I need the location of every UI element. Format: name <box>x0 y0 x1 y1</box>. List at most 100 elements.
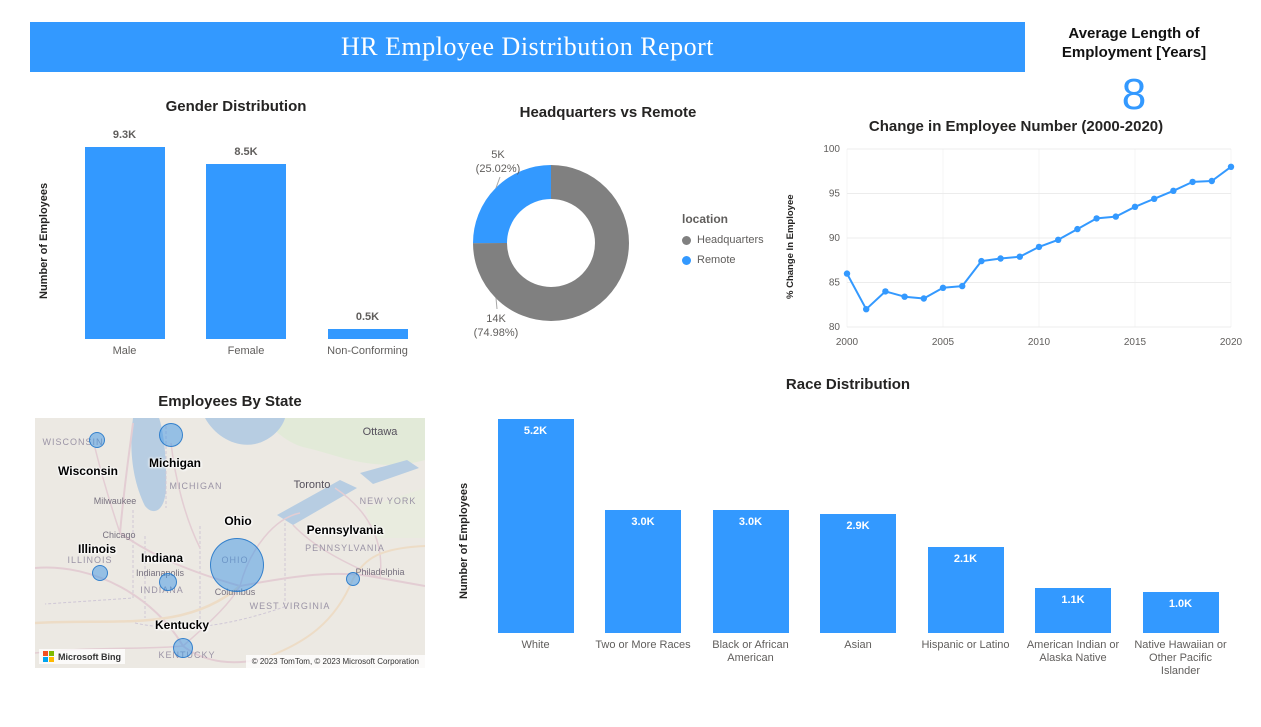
bing-logo: Microsoft Bing <box>39 649 125 664</box>
race-chart-body: Number of Employees 5.2K White 3.0K Two or … <box>458 399 1238 683</box>
map-data-layer: WISCONSIN MICHIGAN Milwaukee Chicago Ottawa T… <box>35 418 425 668</box>
map-bubble-indiana[interactable] <box>159 573 177 591</box>
bar-column-female[interactable]: 8.5K Female <box>191 146 301 361</box>
bar-value-label: 3.0K <box>738 515 763 528</box>
bar-value-label: 0.5K <box>355 310 380 323</box>
bar[interactable] <box>206 163 286 339</box>
bar-value-label: 1.1K <box>1061 593 1085 606</box>
map-state-label: Illinois <box>77 542 117 556</box>
x-tick-label: 2005 <box>932 337 955 348</box>
data-point-2007[interactable] <box>978 257 985 265</box>
bar-column-hispanic-or-latino[interactable]: 2.1K Hispanic or Latino <box>916 546 1016 683</box>
bar[interactable]: 5.2K <box>497 419 574 633</box>
bar[interactable]: 3.0K <box>712 509 789 633</box>
bar-column-asian[interactable]: 2.9K Asian <box>808 513 908 683</box>
bar-column-native-hawaiian-or-other-pacific-islander[interactable]: 1.0K Native Hawaiian or Other Pacific Isl… <box>1131 591 1231 683</box>
headquarters-vs-remote-chart[interactable]: Headquarters vs Remote 5K (25.02%) 14K (… <box>438 98 778 370</box>
bar-value-label: 3.0K <box>631 515 655 528</box>
data-point-2002[interactable] <box>882 288 889 295</box>
data-point-2012[interactable] <box>1074 225 1081 233</box>
map-bubble-wisconsin[interactable] <box>89 432 105 448</box>
data-point-2001[interactable] <box>863 306 870 313</box>
employee-change-chart[interactable]: Change in Employee Number (2000-2020) % … <box>785 118 1247 370</box>
map-place-label: Ottawa <box>362 426 398 438</box>
bar-category-label: American Indian or Alaska Native <box>1026 639 1120 664</box>
map-state-label: Pennsylvania <box>306 523 384 537</box>
report-title: HR Employee Distribution Report <box>341 32 714 61</box>
bar-category-label: Male <box>112 345 137 357</box>
map-place-label: Chicago <box>102 530 136 540</box>
map-bubble-michigan[interactable] <box>159 423 183 447</box>
bar[interactable] <box>84 147 165 339</box>
line-chart: 80 85 90 95 100 2000 2005 2010 2015 2020 <box>823 144 1242 348</box>
map-attribution: © 2023 TomTom, © 2023 Microsoft Corporat… <box>245 655 425 668</box>
chart-title-change: Change in Employee Number (2000-2020) <box>868 118 1164 135</box>
bar[interactable]: 1.0K <box>1142 591 1219 633</box>
bar[interactable]: 2.9K <box>820 513 896 633</box>
data-point-2018[interactable] <box>1189 178 1196 186</box>
race-distribution-chart[interactable]: Race Distribution Number of Employees 5.… <box>458 376 1238 720</box>
data-point-2016[interactable] <box>1151 195 1158 202</box>
map-place-label: ILLINOIS <box>67 555 113 565</box>
data-point-2013[interactable] <box>1093 215 1100 222</box>
map-place-label: Columbus <box>214 587 256 597</box>
bar[interactable]: 3.0K <box>605 509 681 633</box>
bar-column-male[interactable]: 9.3K Male <box>70 129 180 361</box>
donut-slice-headquarters[interactable] <box>473 165 629 321</box>
map-place-label: Toronto <box>293 479 331 491</box>
bar[interactable]: 2.1K <box>927 546 1004 633</box>
bar[interactable]: 1.1K <box>1035 587 1111 633</box>
data-point-2004[interactable] <box>920 295 927 302</box>
donut-slice-remote[interactable] <box>472 165 552 244</box>
location-legend: location Headquarters Remote <box>682 212 764 266</box>
map-background <box>35 418 425 668</box>
data-point-2019[interactable] <box>1208 177 1215 185</box>
y-tick-label: 85 <box>829 278 841 289</box>
callout-leader-remote <box>495 176 501 189</box>
gender-distribution-chart[interactable]: Gender Distribution Number of Employees … <box>38 98 434 370</box>
data-point-2010[interactable] <box>1035 243 1043 251</box>
bar-column-american-indian-or-alaska-native[interactable]: 1.1K American Indian or Alaska Native <box>1023 587 1123 683</box>
data-point-2006[interactable] <box>959 282 966 290</box>
legend-label-remote: Remote <box>697 254 736 266</box>
bing-label: Microsoft Bing <box>58 651 121 662</box>
data-point-2005[interactable] <box>939 284 947 291</box>
bar-column-two-or-more-races[interactable]: 3.0K Two or More Races <box>593 509 693 683</box>
map-bubble-kentucky[interactable] <box>173 638 193 658</box>
data-point-2011[interactable] <box>1055 236 1062 243</box>
employees-by-state-map[interactable]: Employees By State <box>35 393 425 677</box>
map-bubble-illinois[interactable] <box>92 565 108 581</box>
bar-category-label: Native Hawaiian or Other Pacific Islande… <box>1134 639 1227 677</box>
data-point-2003[interactable] <box>901 293 908 300</box>
data-point-2015[interactable] <box>1131 203 1139 210</box>
map-bubble-ohio[interactable] <box>210 538 264 592</box>
bar-category-label: Non-Conforming <box>327 345 408 357</box>
donut-callout-remote: 5K (25.02%) <box>456 148 540 176</box>
map-place-label: WISCONSIN <box>42 437 104 447</box>
map-place-label: MICHIGAN <box>169 481 223 491</box>
donut-remote-pct: (25.02%) <box>475 163 521 175</box>
bar-category-label: Asian <box>844 639 872 651</box>
legend-swatch-remote-icon <box>682 255 691 265</box>
bar-column-white[interactable]: 5.2K White <box>486 419 586 683</box>
map-canvas[interactable]: WISCONSIN MICHIGAN Milwaukee Chicago Ottawa T… <box>35 418 425 668</box>
data-point-2000[interactable] <box>843 270 851 277</box>
map-bubble-pennsylvania[interactable] <box>346 572 360 586</box>
data-point-2009[interactable] <box>1016 253 1023 260</box>
bar[interactable] <box>327 328 408 339</box>
data-point-2020[interactable] <box>1227 163 1235 170</box>
data-point-2017[interactable] <box>1170 187 1177 194</box>
bar-column-black-or-african-american[interactable]: 3.0K Black or African American <box>701 509 801 683</box>
legend-item-headquarters[interactable]: Headquarters <box>682 234 764 246</box>
map-state-label: Kentucky <box>154 618 210 632</box>
bar-column-non-conforming[interactable]: 0.5K Non-Conforming <box>313 311 423 361</box>
data-point-2014[interactable] <box>1112 213 1119 220</box>
legend-item-remote[interactable]: Remote <box>682 254 764 266</box>
data-point-2008[interactable] <box>997 255 1004 262</box>
bar-value-label: 1.0K <box>1168 597 1193 610</box>
donut-callout-headquarters: 14K (74.98%) <box>454 312 538 340</box>
kpi-average-employment-card[interactable]: Average Length of Employment [Years] 8 <box>1048 24 1220 120</box>
race-y-axis-label: Number of Employees <box>458 482 470 600</box>
map-place-label: Indianapolis <box>135 568 185 578</box>
map-place-label: INDIANA <box>140 585 184 595</box>
